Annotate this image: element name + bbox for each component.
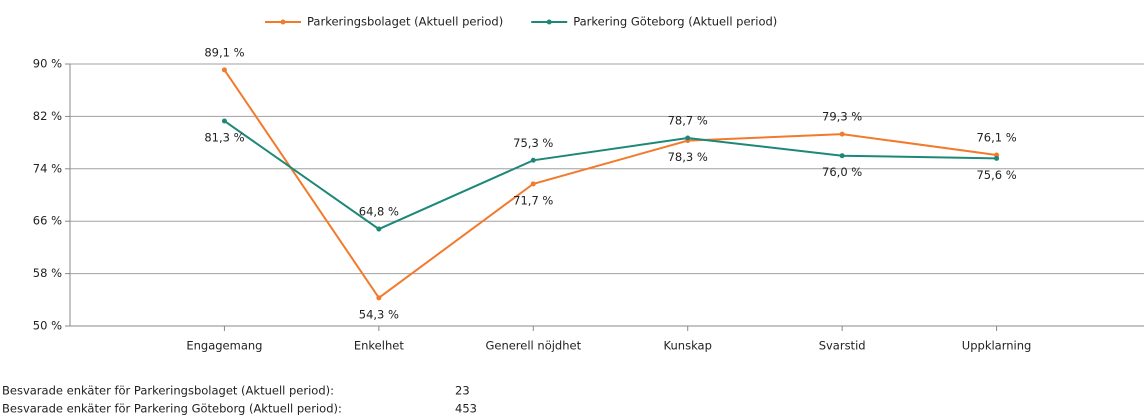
data-point	[839, 131, 845, 137]
x-tick-label: Uppklarning	[962, 339, 1032, 353]
y-tick-label: 90 %	[33, 57, 62, 71]
data-label: 64,8 %	[359, 205, 399, 219]
y-tick-label: 58 %	[33, 266, 62, 280]
data-point	[376, 295, 382, 301]
y-tick-label: 50 %	[33, 319, 62, 333]
y-tick-label: 74 %	[33, 161, 62, 175]
legend-label: Parkering Göteborg (Aktuell period)	[573, 15, 777, 29]
footer-count: 453	[455, 402, 477, 416]
footer-label: Besvarade enkäter för Parkering Göteborg…	[2, 402, 342, 416]
data-point	[221, 67, 227, 73]
data-label: 54,3 %	[359, 307, 399, 321]
data-label: 75,3 %	[513, 136, 553, 150]
data-label: 76,1 %	[976, 131, 1016, 145]
data-label: 75,6 %	[976, 168, 1016, 182]
data-point	[530, 157, 536, 163]
y-tick-label: 82 %	[33, 109, 62, 123]
x-tick-label: Enkelhet	[354, 339, 404, 353]
data-label: 89,1 %	[204, 45, 244, 59]
legend-label: Parkeringsbolaget (Aktuell period)	[307, 15, 503, 29]
data-point	[994, 155, 1000, 161]
series-line	[223, 69, 997, 300]
legend-swatch-dot	[546, 19, 552, 25]
legend-swatch-dot	[280, 19, 286, 25]
data-label: 81,3 %	[204, 130, 244, 144]
data-point	[376, 226, 382, 232]
data-point	[530, 181, 536, 187]
x-tick-label: Svarstid	[819, 339, 866, 353]
x-tick-label: Kunskap	[664, 339, 712, 353]
data-label: 79,3 %	[822, 110, 862, 124]
footer-count: 23	[455, 384, 470, 398]
data-point	[221, 118, 227, 124]
data-label: 71,7 %	[513, 193, 553, 207]
data-point	[685, 135, 691, 141]
x-tick-label: Generell nöjdhet	[485, 339, 581, 353]
y-tick-label: 66 %	[33, 214, 62, 228]
data-point	[839, 153, 845, 159]
data-label: 76,0 %	[822, 165, 862, 179]
data-label: 78,7 %	[668, 114, 708, 128]
footer-label: Besvarade enkäter för Parkeringsbolaget …	[2, 384, 334, 398]
x-tick-label: Engagemang	[186, 339, 262, 353]
series-line	[223, 120, 997, 231]
data-label: 78,3 %	[668, 150, 708, 164]
